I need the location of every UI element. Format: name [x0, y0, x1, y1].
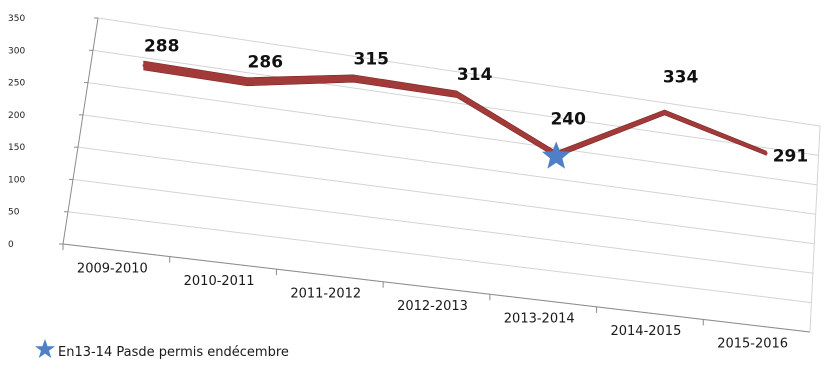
x-tick-label: 2013-2014: [504, 312, 575, 327]
gridline: [77, 146, 815, 245]
gridline: [87, 82, 818, 186]
gridline: [72, 178, 813, 274]
y-tick-label: 100: [8, 175, 25, 185]
y-tick-label: 50: [8, 208, 20, 218]
data-point: [352, 77, 355, 80]
x-tick-label: 2010-2011: [184, 274, 255, 289]
data-label: 314: [457, 65, 493, 85]
data-label: 291: [773, 146, 809, 166]
gridline: [92, 49, 819, 156]
data-label: 315: [354, 49, 390, 69]
y-tick-label: 350: [8, 14, 25, 24]
gridline: [97, 17, 821, 127]
x-tick-label: 2012-2013: [397, 299, 468, 314]
y-tick-label: 0: [8, 240, 14, 250]
data-label: 286: [248, 53, 284, 73]
annotation: [541, 141, 571, 169]
data-labels: 288 286 315 314 240 334 291: [144, 36, 808, 166]
y-axis-line: [62, 17, 99, 245]
y-tick-label: 150: [8, 143, 25, 153]
y-tick-label: 200: [8, 111, 25, 121]
x-tick-label: 2014-2015: [610, 324, 681, 339]
y-tick-label: 300: [8, 46, 25, 56]
series-ribbon: [143, 60, 767, 158]
gridline: [67, 211, 812, 304]
y-tick-label: 250: [8, 79, 25, 89]
y-axis-ticks: 0 50 100 150 200 250 300 350: [8, 14, 98, 250]
data-point: [455, 93, 458, 96]
data-label: 334: [663, 67, 699, 87]
gridline: [82, 114, 816, 215]
x-axis-line: [62, 243, 811, 333]
gridlines: [62, 17, 821, 333]
data-point: [142, 64, 145, 67]
x-axis-ticks: 2009-2010 2010-2011 2011-2012 2012-2013 2013…: [62, 244, 788, 352]
x-tick-label: 2015-2016: [717, 337, 788, 352]
axes: [62, 17, 821, 333]
data-point: [765, 152, 768, 155]
data-label: 240: [550, 109, 586, 129]
right-edge-line: [809, 125, 821, 333]
legend: En13-14 Pasde permis endécembre: [34, 336, 334, 384]
legend-text: En13-14 Pasde permis endécembre: [58, 345, 289, 360]
data-point: [246, 80, 249, 83]
data-label: 288: [144, 36, 180, 56]
x-tick-label: 2009-2010: [77, 261, 148, 276]
x-tick-label: 2011-2012: [290, 286, 361, 301]
data-point: [663, 111, 666, 114]
star-icon: [541, 141, 571, 169]
star-icon: [35, 339, 55, 358]
